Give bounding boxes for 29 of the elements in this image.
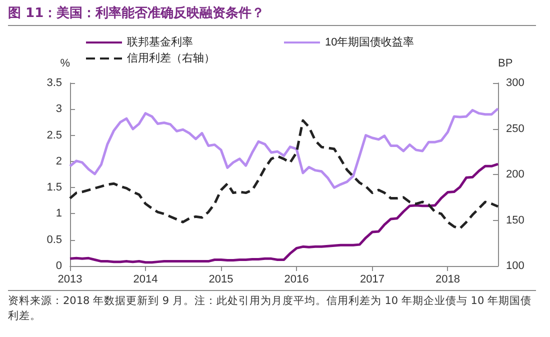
y-tick-label: 0.5 xyxy=(46,234,62,246)
line-series xyxy=(68,107,500,189)
text: 资料来源：2018 年数据更新到 9 月。注：此处引用为月度平均。信用利差为 10 年期企业债与 10 年期国债利差。 xyxy=(8,290,536,324)
y-tick-label: 1 xyxy=(56,208,62,220)
x-tick-label: 2016 xyxy=(284,274,309,286)
legend-label: 信用利差（右轴） xyxy=(127,52,215,64)
y2-tick-label: 150 xyxy=(506,214,524,226)
x-tick-label: 2013 xyxy=(58,274,82,286)
y2-tick-label: 200 xyxy=(506,168,524,180)
x-tick-label: 2015 xyxy=(208,274,234,286)
legend-label: 联邦基金利率 xyxy=(127,36,193,48)
x-tick-label: 2018 xyxy=(435,274,460,286)
chart-title: 图 11：美国：利率能否准确反映融资条件？ xyxy=(8,4,536,26)
x-tick-label: 2017 xyxy=(360,274,384,286)
y-tick-label: 1.5 xyxy=(46,182,62,194)
legend-label: 10年期国债收益率 xyxy=(325,36,414,48)
y-tick-label: 2 xyxy=(56,155,62,168)
x-tick-label: 2014 xyxy=(133,274,158,286)
y-tick-label: 3 xyxy=(56,103,62,116)
y2-tick-label: 300 xyxy=(506,77,524,89)
y-axis-title: % xyxy=(60,58,70,70)
y-tick-label: 2.5 xyxy=(46,129,62,142)
line-series xyxy=(68,162,500,264)
line-series xyxy=(68,119,500,230)
y-tick-label: 3.5 xyxy=(46,77,62,89)
y2-axis-title: BP xyxy=(498,58,513,70)
y2-tick-label: 250 xyxy=(506,122,524,135)
y-tick-label: 0 xyxy=(56,260,62,272)
y2-tick-label: 100 xyxy=(506,260,524,272)
